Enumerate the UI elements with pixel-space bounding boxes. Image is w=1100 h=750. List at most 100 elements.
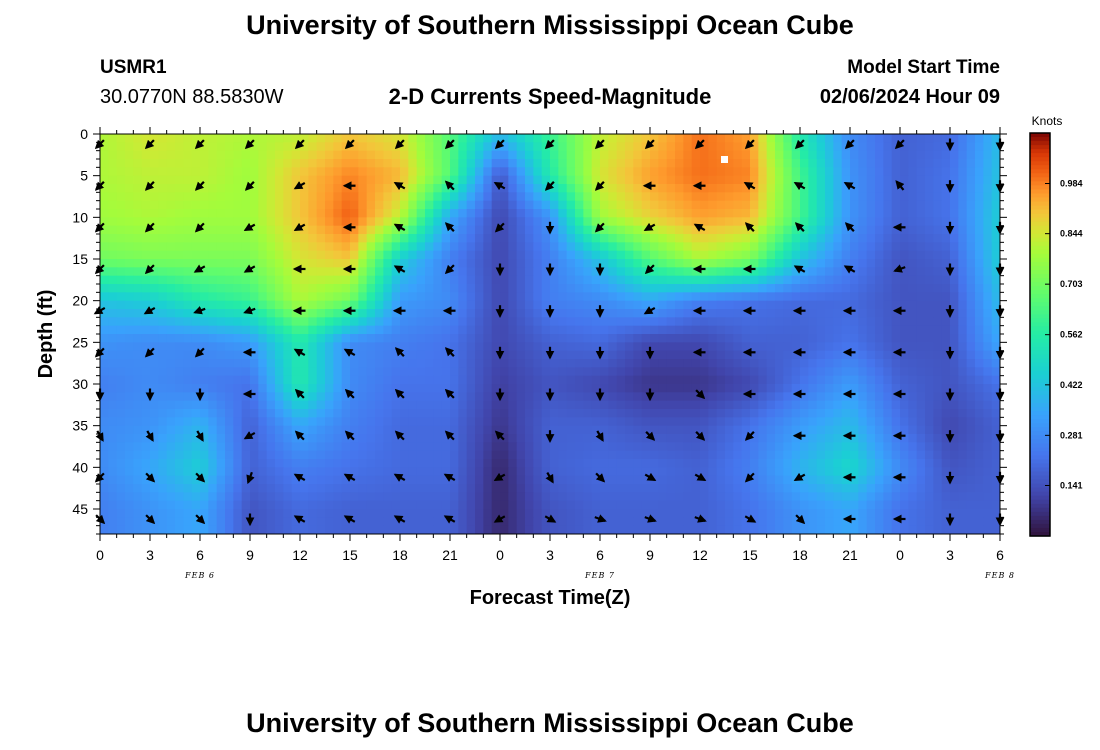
heatmap-cell [900,309,909,318]
heatmap-cell [408,267,418,277]
heatmap-cell [750,150,759,160]
heatmap-cell [875,292,884,302]
heatmap-cell [650,259,659,268]
heatmap-cell [808,150,818,160]
heatmap-cell [500,209,509,218]
heatmap-cell [258,509,268,518]
heatmap-cell [958,334,968,343]
heatmap-cell [883,150,893,160]
heatmap-cell [491,325,501,335]
heatmap-cell [425,167,434,177]
heatmap-cell [291,359,301,368]
heatmap-cell [225,317,234,327]
heatmap-cell [166,450,176,460]
heatmap-cell [966,384,976,393]
heatmap-cell [375,392,384,402]
heatmap-cell [208,267,218,277]
heatmap-cell [533,134,543,143]
heatmap-cell [158,167,168,177]
heatmap-cell [966,234,976,243]
heatmap-cell [916,492,926,502]
heatmap-cell [558,234,568,243]
heatmap-cell [741,409,751,418]
heatmap-cell [708,334,718,343]
heatmap-cell [725,400,734,410]
heatmap-cell [950,434,959,443]
heatmap-cell [216,325,226,335]
heatmap-cell [291,217,301,227]
heatmap-cell [916,192,926,202]
heatmap-cell [683,134,693,143]
heatmap-cell [533,300,543,310]
heatmap-cell [316,175,326,185]
heatmap-cell [991,192,1000,202]
heatmap-cell [791,384,801,393]
heatmap-cell [766,509,776,518]
heatmap-cell [833,134,843,143]
heatmap-cell [775,242,784,252]
heatmap-cell [575,250,584,260]
heatmap-cell [541,259,551,268]
heatmap-cell [650,159,659,168]
heatmap-cell [891,509,901,518]
heatmap-cell [291,509,301,518]
heatmap-cell [883,209,893,218]
heatmap-cell [966,267,976,277]
heatmap-cell [633,225,643,235]
heatmap-cell [325,384,334,393]
heatmap-cell [433,409,443,418]
heatmap-cell [725,459,734,468]
heatmap-cell [750,400,759,410]
heatmap-cell [958,300,968,310]
heatmap-cell [933,375,943,385]
heatmap-cell [225,459,234,468]
heatmap-cell [200,384,209,393]
heatmap-cell [950,400,959,410]
heatmap-cell [750,192,759,202]
heatmap-cell [375,442,384,452]
heatmap-cell [208,242,218,252]
heatmap-cell [550,434,559,443]
heatmap-cell [425,317,434,327]
heatmap-cell [175,425,184,435]
heatmap-cell [166,392,176,402]
heatmap-cell [108,142,118,152]
heatmap-cell [458,367,468,377]
heatmap-cell [783,150,793,160]
heatmap-cell [891,384,901,393]
heatmap-cell [333,334,343,343]
heatmap-cell [441,234,451,243]
heatmap-cell [100,150,109,160]
heatmap-cell [566,175,576,185]
heatmap-cell [800,342,809,352]
heatmap-cell [383,325,393,335]
heatmap-cell [766,175,776,185]
heatmap-cell [700,409,709,418]
heatmap-cell [991,400,1000,410]
heatmap-cell [608,217,618,227]
heatmap-cell [333,342,343,352]
heatmap-cell [558,275,568,285]
heatmap-cell [758,467,768,477]
heatmap-cell [358,417,368,427]
heatmap-cell [283,450,293,460]
heatmap-cell [825,134,834,143]
heatmap-cell [558,134,568,143]
heatmap-cell [491,259,501,268]
heatmap-cell [258,225,268,235]
heatmap-cell [216,492,226,502]
heatmap-cell [816,509,826,518]
heatmap-cell [816,442,826,452]
heatmap-cell [891,192,901,202]
heatmap-cell [591,367,601,377]
heatmap-cell [333,367,343,377]
heatmap-cell [108,400,118,410]
heatmap-cell [600,317,609,327]
heatmap-cell [158,484,168,493]
heatmap-cell [625,459,634,468]
heatmap-cell [183,375,193,385]
heatmap-cell [950,300,959,310]
heatmap-cell [491,342,501,352]
heatmap-cell [733,467,743,477]
heatmap-cell [508,259,518,268]
